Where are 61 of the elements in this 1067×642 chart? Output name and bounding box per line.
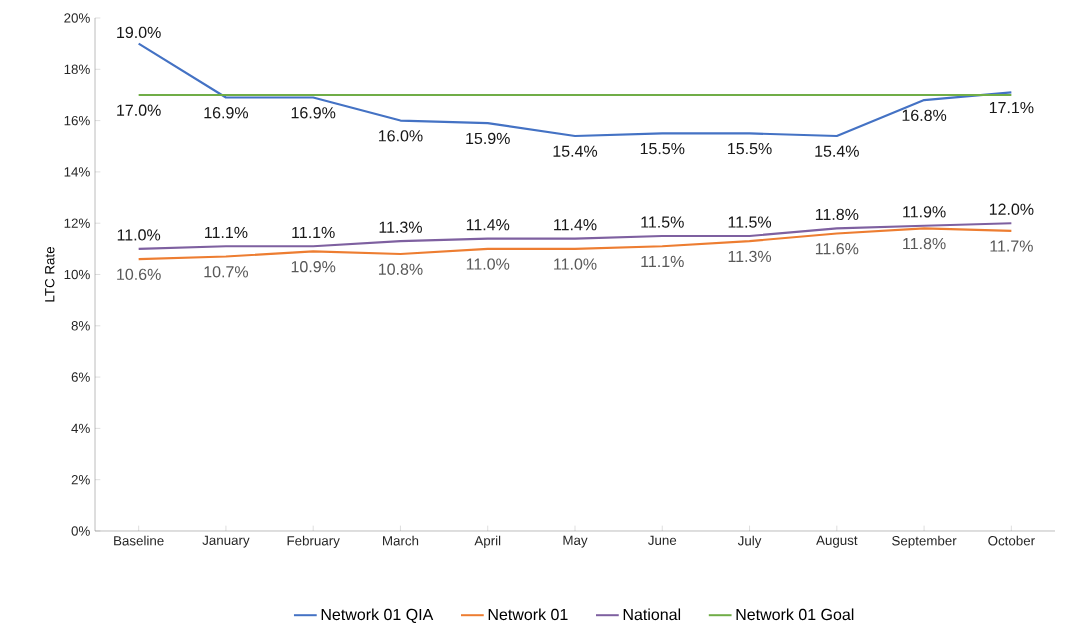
y-tick-label: 2% [71,475,90,485]
data-label: 16.8% [902,109,947,121]
x-tick-label: May [563,535,588,548]
x-tick-label: Baseline [114,535,164,546]
data-label: 17.0% [117,104,161,116]
data-label: 12.0% [989,203,1034,215]
x-tick-label: October [988,535,1035,546]
x-tick-label: March [383,535,419,546]
data-label: 11.1% [292,226,335,238]
data-label: 17.1% [989,101,1034,114]
data-label: 11.4% [466,219,510,231]
data-label: 11.8% [903,237,946,250]
data-label: 15.4% [553,145,598,157]
x-tick-label: February [287,535,340,549]
legend-label: Network 01 Goal [736,608,854,621]
y-tick-label: 18% [64,64,90,75]
y-tick-label: 10% [64,269,90,280]
y-tick-label: 14% [64,167,90,177]
data-label: 11.1% [641,255,684,268]
x-tick-label: September [892,535,957,549]
data-label: 11.0% [117,229,161,241]
legend-label: Network 01 [488,608,568,621]
data-label: 11.0% [466,258,510,270]
data-label: 11.8% [815,208,859,221]
data-label: 11.7% [990,240,1033,252]
data-label: 15.5% [728,143,772,155]
data-label: 10.8% [378,263,423,275]
data-label: 11.3% [728,250,772,263]
x-tick-label: January [202,535,250,548]
y-axis-title: LTC Rate [45,247,55,302]
data-label: 15.5% [640,143,685,155]
y-tick-label: 4% [71,423,90,434]
x-tick-label: April [474,535,501,549]
y-tick-label: 8% [71,321,90,331]
data-label: 11.3% [379,221,422,233]
data-label: 11.1% [205,226,248,238]
data-label: 15.4% [815,145,859,157]
data-label: 10.9% [291,261,336,273]
data-label: 10.7% [204,266,249,278]
x-tick-label: June [648,535,677,545]
data-label: 11.5% [728,216,772,228]
data-label: 19.0% [117,26,161,39]
data-label: 16.9% [291,107,336,119]
data-label: 15.9% [466,132,510,145]
data-label: 11.9% [903,206,946,218]
data-label: 11.4% [554,219,597,231]
y-tick-label: 6% [71,372,90,382]
data-label: 11.0% [554,258,597,270]
y-tick-label: 20% [64,13,90,23]
data-label: 11.6% [815,243,859,255]
y-tick-label: 12% [64,218,90,228]
data-label: 16.9% [204,107,249,119]
x-tick-label: August [816,535,858,548]
data-label: 16.0% [378,130,423,142]
x-tick-label: July [737,535,762,549]
data-label: 10.6% [117,268,161,281]
y-tick-label: 0% [71,526,90,536]
legend-label: National [623,608,681,621]
data-label: 11.5% [641,216,684,228]
legend-label: Network 01 QIA [321,608,434,624]
y-tick-label: 16% [64,115,90,126]
